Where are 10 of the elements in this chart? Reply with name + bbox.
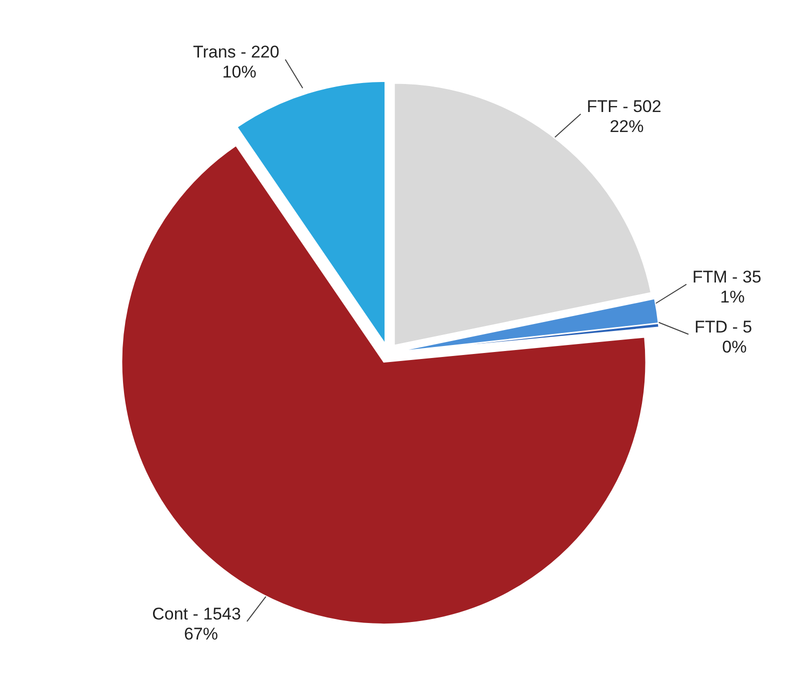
data-label: 0%	[722, 337, 747, 356]
data-label: 22%	[610, 116, 644, 136]
slice-label: FTF - 502	[586, 96, 662, 116]
slice-label: Trans - 220	[193, 42, 280, 62]
slice-label: FTM - 35	[692, 267, 762, 286]
data-label: 10%	[222, 62, 256, 82]
slice-label: Cont - 1543	[152, 604, 241, 624]
data-label: 67%	[184, 624, 218, 644]
data-label: 1%	[720, 287, 745, 306]
slice-label: FTD - 5	[694, 317, 752, 336]
